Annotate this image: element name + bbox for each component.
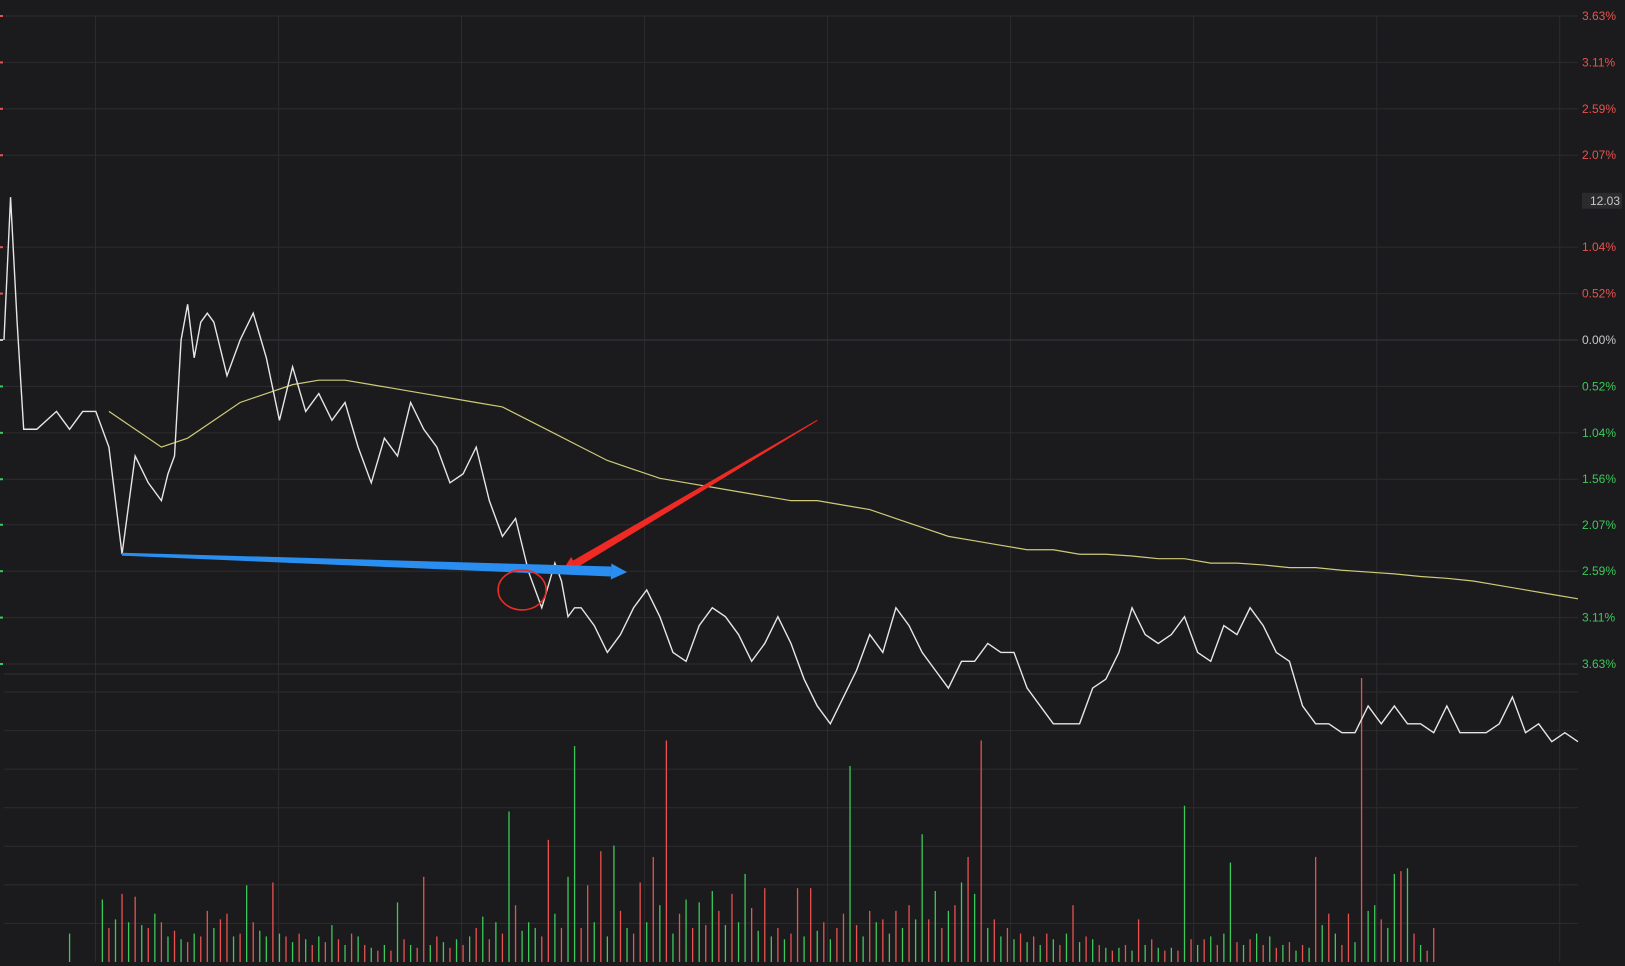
- blue-arrow-head: [610, 563, 628, 580]
- price-axis: 3.63% 3.11% 2.59% 2.07% 1.04% 0.52% 0.00% 0.52%…: [0, 9, 1616, 671]
- current-price-marker: 12.03: [1582, 192, 1622, 209]
- price-line: [3, 197, 1579, 743]
- price-axis-tick-label: 1.04%: [1582, 426, 1616, 440]
- price-axis-tick-label: 0.52%: [1582, 287, 1616, 301]
- price-axis-tick-label: 3.11%: [1582, 611, 1615, 625]
- price-axis-tick-label: 0.00%: [1582, 333, 1616, 347]
- price-axis-tick-label: 2.07%: [1582, 148, 1616, 162]
- annotations: [121, 419, 818, 611]
- current-price-label: 12.03: [1590, 194, 1620, 208]
- price-axis-tick-label: 0.52%: [1582, 379, 1616, 393]
- price-axis-tick-label: 1.56%: [1582, 472, 1616, 486]
- price-axis-tick-label: 2.59%: [1582, 564, 1616, 578]
- price-axis-tick-label: 2.07%: [1582, 518, 1616, 532]
- grid: [4, 15, 1578, 962]
- blue-arrow-shaft: [121, 552, 612, 577]
- price-axis-tick-label: 1.04%: [1582, 240, 1616, 254]
- price-axis-tick-label: 3.63%: [1582, 657, 1616, 671]
- red-circle-highlight: [497, 569, 547, 611]
- current-price-badge: [1582, 192, 1622, 209]
- volume-bars: [68, 678, 1435, 962]
- price-axis-tick-label: 3.63%: [1582, 9, 1616, 23]
- red-arrow-shaft: [573, 419, 818, 568]
- price-axis-tick-label: 2.59%: [1582, 102, 1616, 116]
- price-axis-tick-label: 3.11%: [1582, 55, 1615, 69]
- average-price-line: [108, 379, 1579, 600]
